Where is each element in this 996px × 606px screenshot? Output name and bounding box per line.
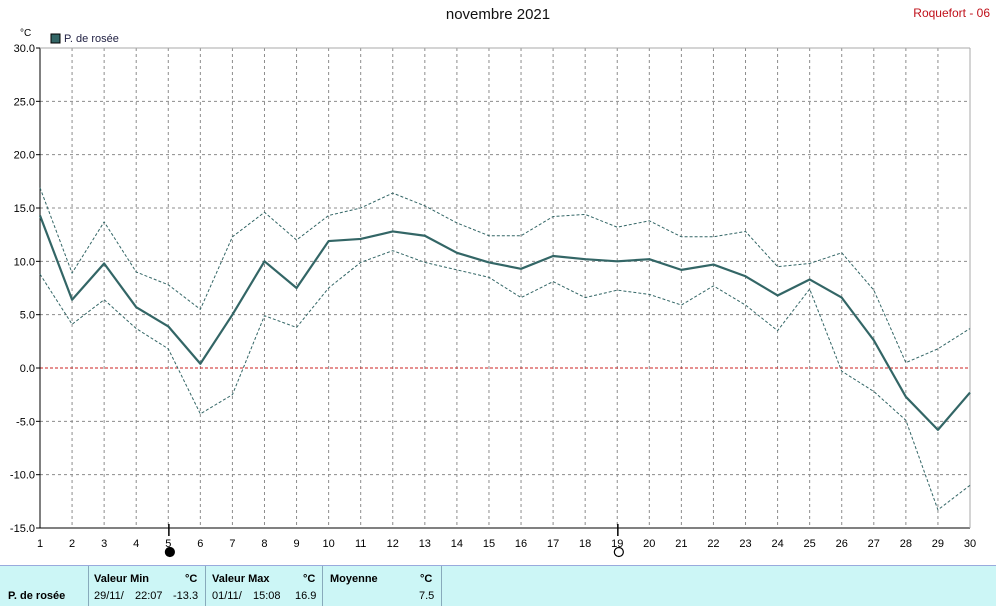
x-tick-label: 3 (101, 538, 107, 550)
x-tick-label: 5 (165, 538, 171, 550)
max-date: 01/11/ (212, 590, 242, 602)
x-tick-label: 24 (771, 538, 783, 550)
x-tick-label: 13 (419, 538, 431, 550)
x-tick-label: 27 (868, 538, 880, 550)
y-tick-labels: 30.0 25.0 20.0 15.0 10.0 5.0 0.0 -5.0 -10.0 -15.0… (10, 28, 35, 535)
x-tick-label: 17 (547, 538, 559, 550)
y-tick-label: 5.0 (20, 310, 35, 322)
y-tick-label: 30.0 (14, 43, 35, 55)
x-tick-label: 14 (451, 538, 463, 550)
y-tick-label: 25.0 (14, 96, 35, 108)
stats-footer: P. de rosée Valeur Min °C 29/11/ 22:07 -… (0, 565, 996, 606)
dewpoint-chart: 30.0 25.0 20.0 15.0 10.0 5.0 0.0 -5.0 -10.0 -15.0… (10, 28, 976, 558)
x-tick-label: 21 (675, 538, 687, 550)
min-label: Valeur Min (94, 573, 150, 585)
min-time: 22:07 (135, 590, 163, 602)
y-tick-label: -10.0 (10, 470, 35, 482)
max-label: Valeur Max (212, 573, 270, 585)
max-unit: °C (303, 573, 316, 585)
x-tick-label: 2 (69, 538, 75, 550)
x-tick-label: 29 (932, 538, 944, 550)
x-tick-label: 18 (579, 538, 591, 550)
y-tick-label: 15.0 (14, 203, 35, 215)
footer-avg-cell: Moyenne °C 7.5 (323, 566, 442, 606)
moon-new-icon (164, 546, 175, 558)
x-tick-label: 4 (133, 538, 139, 550)
y-tick-label: 10.0 (14, 256, 35, 268)
x-tick-label: 11 (355, 538, 366, 550)
x-tick-label: 8 (261, 538, 267, 550)
x-tick-label: 1 (37, 538, 43, 550)
x-tick-label: 25 (804, 538, 816, 550)
moon-phase-markers (164, 524, 624, 558)
x-tick-label: 6 (197, 538, 203, 550)
x-tick-label: 12 (387, 538, 399, 550)
x-tick-label: 23 (739, 538, 751, 550)
grid (36, 47, 971, 529)
x-tick-label: 9 (293, 538, 299, 550)
series-line-mean (38, 215, 971, 431)
legend: P. de rosée (50, 33, 119, 45)
x-tick-label: 15 (483, 538, 495, 550)
y-tick-label: -15.0 (10, 523, 35, 535)
min-value: -13.3 (173, 590, 199, 602)
y-tick-label: -5.0 (16, 416, 35, 428)
x-tick-label: 19 (611, 538, 623, 550)
station-name: Roquefort - 06 (913, 6, 990, 20)
avg-value: 7.5 (419, 590, 435, 602)
x-tick-label: 10 (322, 538, 334, 550)
min-date: 29/11/ (94, 590, 124, 602)
y-unit-label: °C (20, 28, 31, 39)
y-tick-label: 20.0 (14, 150, 35, 162)
legend-label: P. de rosée (64, 33, 119, 45)
max-value: 16.9 (295, 590, 317, 602)
x-tick-label: 7 (229, 538, 235, 550)
x-tick-labels: 1 2 3 4 5 6 7 8 9 10 11 12 13 14 15 16 17 18 19 20 21 22 23 24 2… (37, 538, 976, 550)
moon-full-icon (613, 546, 624, 558)
avg-label: Moyenne (330, 573, 378, 585)
x-tick-label: 28 (900, 538, 912, 550)
series-lines (38, 187, 971, 511)
series-line-max (39, 187, 971, 364)
chart-title: novembre 2021 (445, 6, 551, 23)
x-tick-label: 20 (643, 538, 655, 550)
footer-max-cell: Valeur Max °C 01/11/ 15:08 16.9 (206, 566, 323, 606)
footer-series-cell: P. de rosée (0, 566, 89, 606)
footer-min-cell: Valeur Min °C 29/11/ 22:07 -13.3 (89, 566, 206, 606)
legend-swatch (50, 33, 61, 44)
min-unit: °C (185, 573, 198, 585)
x-tick-label: 22 (707, 538, 719, 550)
x-tick-label: 26 (836, 538, 848, 550)
y-tick-label: 0.0 (20, 363, 35, 375)
max-time: 15:08 (253, 590, 281, 602)
footer-series-name: P. de rosée (8, 590, 66, 602)
series-line-min (39, 250, 971, 511)
x-tick-label: 30 (964, 538, 976, 550)
x-tick-label: 16 (515, 538, 527, 550)
avg-unit: °C (420, 573, 433, 585)
